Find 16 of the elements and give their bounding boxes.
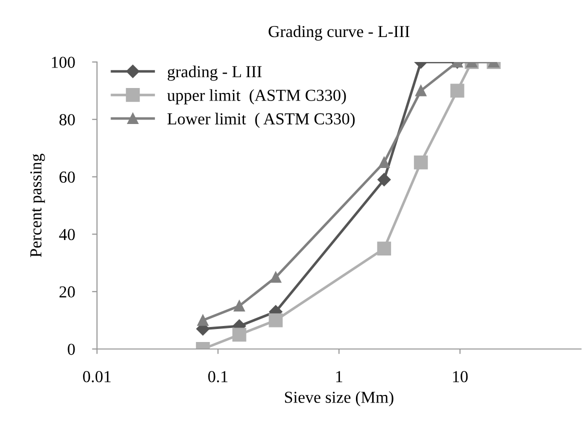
x-tick-label: 0.1: [208, 371, 228, 382]
x-tick-label: 0.01: [83, 371, 111, 382]
x-tick-label: 1: [336, 371, 342, 382]
legend-label: Lower limit ( ASTM C330): [167, 112, 355, 128]
y-axis-title: Percent passing: [30, 154, 45, 258]
y-tick-label: 80: [59, 114, 75, 126]
y-tick-label: 0: [68, 344, 75, 355]
chart-title: Grading curve - L-III: [268, 25, 410, 41]
legend-label: grading - L III: [168, 66, 262, 81]
y-tick-label: 40: [59, 228, 75, 240]
legend-label: upper limit (ASTM C330): [167, 89, 346, 104]
y-tick-label: 60: [60, 172, 75, 183]
x-tick-label: 10: [453, 371, 468, 382]
x-axis-title: Sieve size (Mm): [285, 391, 394, 406]
y-tick-label: 20: [60, 286, 75, 298]
y-tick-label: 100: [52, 56, 75, 68]
